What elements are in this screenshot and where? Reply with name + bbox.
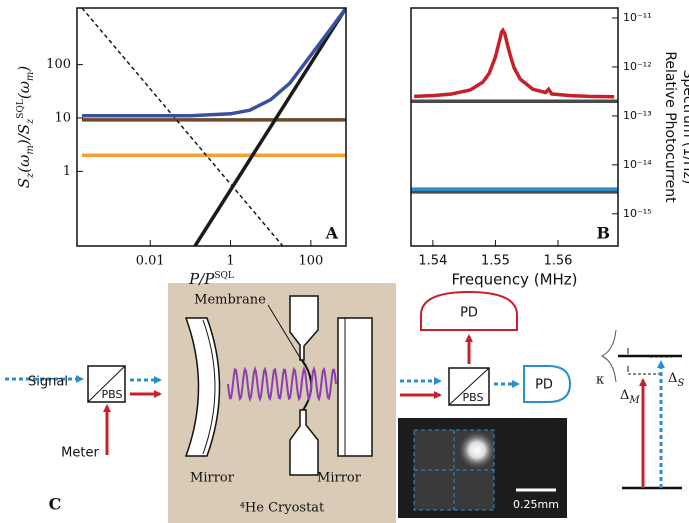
mirror-label: Mirror: [190, 471, 235, 486]
panel-label: A: [325, 224, 339, 243]
pd-label: PD: [460, 306, 478, 321]
plot-frame: [411, 8, 618, 246]
x-tick-label: 0.01: [136, 254, 165, 269]
x-tick-label: 1.54: [418, 254, 447, 269]
label-part: z: [25, 118, 36, 125]
kappa-label: κ: [596, 373, 604, 388]
y-tick-label: 10: [54, 110, 71, 125]
x-tick-label: 1.55: [481, 254, 510, 269]
pbs-label: PBS: [463, 391, 484, 404]
y-axis-label: Relative Photocurrent: [662, 51, 678, 203]
label-part: m: [25, 72, 36, 81]
label-part: SQL: [16, 99, 26, 119]
panel-label: C: [49, 495, 62, 514]
panel-label: B: [596, 224, 610, 243]
series-line: [82, 8, 346, 116]
label-part: ): [15, 66, 33, 73]
y-tick-label: 10⁻¹³: [623, 109, 652, 122]
label-part: SQL: [214, 271, 234, 281]
y-tick-label: 1: [63, 164, 71, 179]
x-axis-label: Frequency (MHz): [451, 271, 577, 289]
plot-area: [411, 30, 618, 192]
x-tick-label: 100: [298, 254, 323, 269]
y-tick-label: 10⁻¹⁴: [623, 158, 652, 171]
y-tick-label: 10⁻¹⁵: [623, 207, 652, 220]
cryostat-label: ⁴He Cryostat: [240, 501, 325, 516]
y-axis-label: Sz(ωm)/SzSQL(ωm): [15, 66, 36, 189]
membrane-label: Membrane: [194, 293, 266, 308]
series-line: [414, 30, 614, 97]
x-tick-label: 1: [226, 254, 234, 269]
delta-m-label: ΔM: [620, 388, 640, 407]
y-tick-label: 10⁻¹²: [623, 60, 652, 73]
delta-s-label: ΔS: [668, 371, 684, 390]
label-part: (ω: [15, 81, 33, 99]
delta-subscript: M: [628, 395, 640, 406]
delta-symbol: Δ: [668, 371, 677, 386]
scale-label: 0.25mm: [513, 498, 559, 511]
x-tick-label: 1.56: [543, 254, 572, 269]
label-part: m: [25, 145, 36, 154]
delta-subscript: S: [677, 378, 684, 389]
label-part: P/P: [188, 270, 215, 288]
plot-area: [82, 8, 346, 246]
mirror-label: Mirror: [317, 471, 362, 486]
series-line: [195, 8, 346, 246]
pd-label: PD: [535, 378, 553, 393]
signal-label: Signal: [28, 375, 68, 390]
pbs-label: PBS: [102, 388, 123, 401]
series-line: [82, 8, 283, 246]
label-part: )/S: [15, 124, 33, 146]
label-part: (ω: [15, 155, 33, 173]
label-part: S: [15, 178, 33, 188]
camera-spot: [457, 430, 497, 470]
linewidth-curve: [602, 330, 616, 382]
y-tick-label: 100: [46, 57, 71, 72]
delta-symbol: Δ: [620, 388, 629, 403]
mirror: [338, 318, 372, 456]
y-axis-label: Spectrum (1/Hz): [680, 70, 689, 185]
figure: Signal PBS Meter Membrane Mirror Mirror …: [0, 0, 689, 523]
y-tick-label: 10⁻¹¹: [623, 11, 652, 24]
meter-label: Meter: [61, 446, 99, 461]
plot-frame: [77, 8, 346, 246]
